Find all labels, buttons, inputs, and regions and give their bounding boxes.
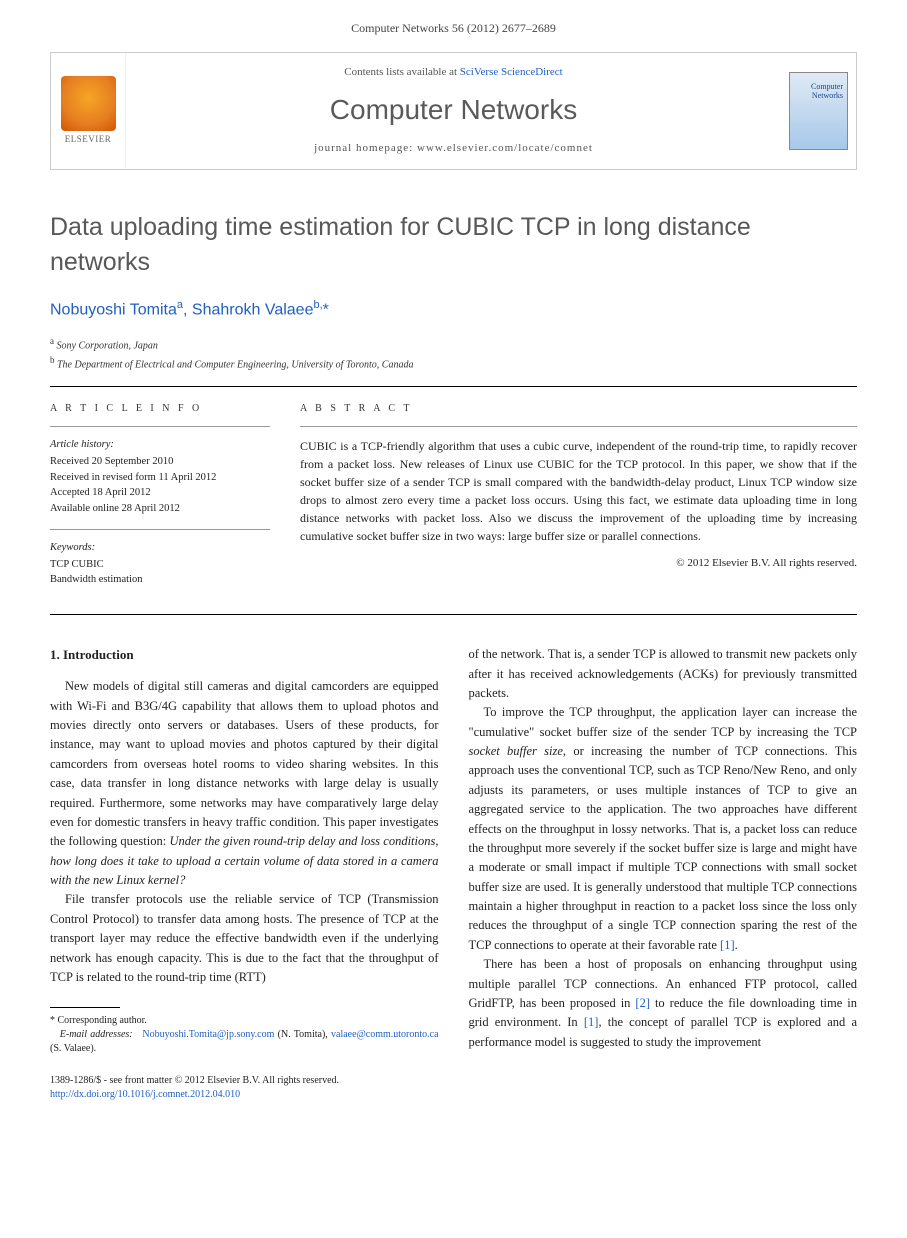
history-block: Article history: Received 20 September 2… bbox=[50, 437, 270, 517]
affiliation-b: b The Department of Electrical and Compu… bbox=[50, 354, 857, 372]
contents-prefix: Contents lists available at bbox=[344, 66, 459, 78]
homepage-line: journal homepage: www.elsevier.com/locat… bbox=[314, 141, 593, 156]
paragraph: File transfer protocols use the reliable… bbox=[50, 890, 439, 987]
body-columns: 1. Introduction New models of digital st… bbox=[50, 645, 857, 1102]
author-1[interactable]: Nobuyoshi Tomita bbox=[50, 301, 177, 318]
copyright-line: © 2012 Elsevier B.V. All rights reserved… bbox=[300, 555, 857, 572]
corresponding-mark: * bbox=[323, 301, 329, 318]
footer-copyright: 1389-1286/$ - see front matter © 2012 El… bbox=[50, 1074, 439, 1102]
keyword-1: TCP CUBIC bbox=[50, 557, 270, 573]
journal-masthead: ELSEVIER Contents lists available at Sci… bbox=[50, 52, 857, 170]
online-date: Available online 28 April 2012 bbox=[50, 501, 270, 517]
divider bbox=[50, 529, 270, 530]
keyword-2: Bandwidth estimation bbox=[50, 572, 270, 588]
affiliations: a Sony Corporation, Japan b The Departme… bbox=[50, 335, 857, 372]
info-abstract-row: A R T I C L E I N F O Article history: R… bbox=[50, 401, 857, 600]
sciencedirect-link[interactable]: SciVerse ScienceDirect bbox=[460, 66, 563, 78]
divider bbox=[50, 386, 857, 387]
citation-2[interactable]: [2] bbox=[635, 996, 650, 1010]
email-link-2[interactable]: valaee@comm.utoronto.ca bbox=[331, 1029, 439, 1040]
footnote-divider bbox=[50, 1007, 120, 1008]
article-title: Data uploading time estimation for CUBIC… bbox=[50, 210, 857, 280]
divider bbox=[50, 426, 270, 427]
homepage-url[interactable]: www.elsevier.com/locate/comnet bbox=[417, 142, 593, 154]
elsevier-logo: ELSEVIER bbox=[51, 53, 126, 169]
contents-line: Contents lists available at SciVerse Sci… bbox=[344, 65, 562, 80]
email-link-1[interactable]: Nobuyoshi.Tomita@jp.sony.com bbox=[142, 1029, 274, 1040]
citation-1b[interactable]: [1] bbox=[584, 1015, 599, 1029]
journal-name: Computer Networks bbox=[330, 90, 577, 129]
right-column: of the network. That is, a sender TCP is… bbox=[469, 645, 858, 1102]
footnotes: * Corresponding author. E-mail addresses… bbox=[50, 1014, 439, 1056]
authors-line: Nobuyoshi Tomitaa, Shahrokh Valaeeb,* bbox=[50, 298, 857, 322]
divider bbox=[300, 426, 857, 427]
affiliation-a: a Sony Corporation, Japan bbox=[50, 335, 857, 353]
cover-image: Computer Networks bbox=[789, 72, 848, 150]
elsevier-tree-icon bbox=[61, 76, 116, 131]
history-heading: Article history: bbox=[50, 437, 270, 453]
left-column: 1. Introduction New models of digital st… bbox=[50, 645, 439, 1102]
email-note: E-mail addresses: Nobuyoshi.Tomita@jp.so… bbox=[50, 1028, 439, 1056]
info-heading: A R T I C L E I N F O bbox=[50, 401, 270, 416]
citation-1[interactable]: [1] bbox=[720, 938, 735, 952]
doi-link[interactable]: http://dx.doi.org/10.1016/j.comnet.2012.… bbox=[50, 1089, 240, 1100]
author-1-affil: a bbox=[177, 299, 183, 311]
keywords-block: Keywords: TCP CUBIC Bandwidth estimation bbox=[50, 540, 270, 588]
homepage-prefix: journal homepage: bbox=[314, 142, 417, 154]
abstract-heading: A B S T R A C T bbox=[300, 401, 857, 416]
abstract: A B S T R A C T CUBIC is a TCP-friendly … bbox=[300, 401, 857, 600]
revised-date: Received in revised form 11 April 2012 bbox=[50, 470, 270, 486]
paragraph: There has been a host of proposals on en… bbox=[469, 955, 858, 1052]
paragraph: of the network. That is, a sender TCP is… bbox=[469, 645, 858, 703]
corresponding-note: * Corresponding author. bbox=[50, 1014, 439, 1028]
received-date: Received 20 September 2010 bbox=[50, 454, 270, 470]
author-2-affil: b, bbox=[313, 299, 322, 311]
abstract-text: CUBIC is a TCP-friendly algorithm that u… bbox=[300, 437, 857, 545]
journal-cover: Computer Networks bbox=[781, 53, 856, 169]
accepted-date: Accepted 18 April 2012 bbox=[50, 485, 270, 501]
paragraph: To improve the TCP throughput, the appli… bbox=[469, 703, 858, 955]
author-2[interactable]: Shahrokh Valaee bbox=[192, 301, 314, 318]
masthead-center: Contents lists available at SciVerse Sci… bbox=[126, 53, 781, 169]
elsevier-label: ELSEVIER bbox=[65, 133, 112, 146]
running-header: Computer Networks 56 (2012) 2677–2689 bbox=[50, 20, 857, 37]
front-matter-line: 1389-1286/$ - see front matter © 2012 El… bbox=[50, 1074, 439, 1088]
section-1-heading: 1. Introduction bbox=[50, 645, 439, 665]
article-info: A R T I C L E I N F O Article history: R… bbox=[50, 401, 270, 600]
paragraph: New models of digital still cameras and … bbox=[50, 677, 439, 890]
divider bbox=[50, 614, 857, 615]
keywords-heading: Keywords: bbox=[50, 540, 270, 556]
